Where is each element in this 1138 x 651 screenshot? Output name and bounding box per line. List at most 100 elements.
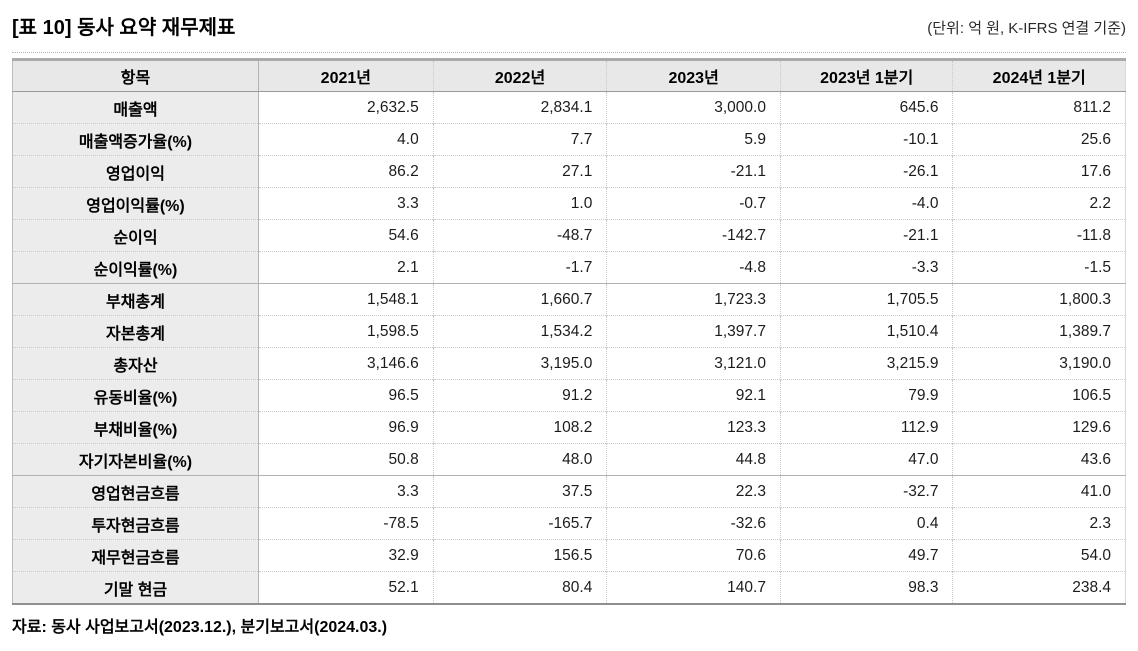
value-cell: -1.7 xyxy=(432,251,607,284)
row-label: 기말 현금 xyxy=(12,571,259,604)
value-cell: -26.1 xyxy=(779,155,953,188)
value-cell: 3.3 xyxy=(257,475,434,508)
column-header-period: 2021년 xyxy=(257,59,434,92)
value-cell: -0.7 xyxy=(606,187,781,220)
value-cell: 54.0 xyxy=(952,539,1126,572)
value-cell: 32.9 xyxy=(257,539,434,572)
table-row: 기말 현금 52.1 80.4 140.7 98.3 238.4 xyxy=(12,571,1126,604)
value-cell: 156.5 xyxy=(432,539,607,572)
row-label: 자기자본비율(%) xyxy=(12,443,259,476)
table-row: 순이익 54.6 -48.7 -142.7 -21.1 -11.8 xyxy=(12,219,1126,252)
row-label: 투자현금흐름 xyxy=(12,507,259,540)
value-cell: 52.1 xyxy=(257,571,434,604)
value-cell: 1,705.5 xyxy=(779,283,953,316)
value-cell: -3.3 xyxy=(779,251,953,284)
table-row: 매출액증가율(%) 4.0 7.7 5.9 -10.1 25.6 xyxy=(12,123,1126,156)
value-cell: 86.2 xyxy=(257,155,434,188)
column-header-period: 2024년 1분기 xyxy=(952,59,1126,92)
financial-summary-table: 항목 2021년 2022년 2023년 2023년 1분기 2024년 1분기 매출액 2… xyxy=(12,58,1126,605)
value-cell: 1,389.7 xyxy=(952,315,1126,348)
value-cell: 112.9 xyxy=(779,411,953,444)
table-row: 재무현금흐름 32.9 156.5 70.6 49.7 54.0 xyxy=(12,539,1126,572)
column-header-period: 2023년 xyxy=(606,59,781,92)
value-cell: 22.3 xyxy=(606,475,781,508)
value-cell: 3,121.0 xyxy=(606,347,781,380)
value-cell: 80.4 xyxy=(432,571,607,604)
row-label: 매출액 xyxy=(12,91,259,124)
value-cell: 3,000.0 xyxy=(606,91,781,124)
value-cell: 49.7 xyxy=(779,539,953,572)
column-header-period: 2023년 1분기 xyxy=(779,59,953,92)
table-row: 부채비율(%) 96.9 108.2 123.3 112.9 129.6 xyxy=(12,411,1126,444)
title-bar: [표 10] 동사 요약 재무제표 (단위: 억 원, K-IFRS 연결 기준… xyxy=(12,8,1126,52)
value-cell: 1,534.2 xyxy=(432,315,607,348)
value-cell: 41.0 xyxy=(952,475,1126,508)
table-row: 부채총계 1,548.1 1,660.7 1,723.3 1,705.5 1,800.3 xyxy=(12,283,1126,316)
value-cell: 2.3 xyxy=(952,507,1126,540)
value-cell: 37.5 xyxy=(432,475,607,508)
value-cell: 238.4 xyxy=(952,571,1126,604)
table-row: 순이익률(%) 2.1 -1.7 -4.8 -3.3 -1.5 xyxy=(12,251,1126,284)
value-cell: 2.1 xyxy=(257,251,434,284)
column-header-period: 2022년 xyxy=(432,59,607,92)
table-title: [표 10] 동사 요약 재무제표 xyxy=(12,17,236,39)
table-row: 투자현금흐름 -78.5 -165.7 -32.6 0.4 2.3 xyxy=(12,507,1126,540)
value-cell: 92.1 xyxy=(606,379,781,412)
value-cell: -10.1 xyxy=(779,123,953,156)
table-body: 매출액 2,632.5 2,834.1 3,000.0 645.6 811.2 매출액증가율… xyxy=(12,91,1126,604)
value-cell: -32.6 xyxy=(606,507,781,540)
row-label: 부채총계 xyxy=(12,283,259,316)
table-row: 영업이익 86.2 27.1 -21.1 -26.1 17.6 xyxy=(12,155,1126,188)
value-cell: 96.9 xyxy=(257,411,434,444)
row-label: 재무현금흐름 xyxy=(12,539,259,572)
value-cell: 44.8 xyxy=(606,443,781,476)
value-cell: 106.5 xyxy=(952,379,1126,412)
value-cell: 1,723.3 xyxy=(606,283,781,316)
row-label: 매출액증가율(%) xyxy=(12,123,259,156)
row-label: 영업현금흐름 xyxy=(12,475,259,508)
value-cell: 1.0 xyxy=(432,187,607,220)
value-cell: -142.7 xyxy=(606,219,781,252)
value-cell: 1,660.7 xyxy=(432,283,607,316)
row-label: 순이익 xyxy=(12,219,259,252)
value-cell: 2.2 xyxy=(952,187,1126,220)
row-label: 총자산 xyxy=(12,347,259,380)
row-label: 영업이익률(%) xyxy=(12,187,259,220)
value-cell: 25.6 xyxy=(952,123,1126,156)
value-cell: 1,548.1 xyxy=(257,283,434,316)
value-cell: 123.3 xyxy=(606,411,781,444)
row-label: 순이익률(%) xyxy=(12,251,259,284)
value-cell: 2,834.1 xyxy=(432,91,607,124)
row-label: 자본총계 xyxy=(12,315,259,348)
value-cell: 50.8 xyxy=(257,443,434,476)
value-cell: -165.7 xyxy=(432,507,607,540)
table-row: 영업현금흐름 3.3 37.5 22.3 -32.7 41.0 xyxy=(12,475,1126,508)
row-label: 유동비율(%) xyxy=(12,379,259,412)
value-cell: 79.9 xyxy=(779,379,953,412)
table-row: 자본총계 1,598.5 1,534.2 1,397.7 1,510.4 1,389.7 xyxy=(12,315,1126,348)
value-cell: 96.5 xyxy=(257,379,434,412)
source-note: 자료: 동사 사업보고서(2023.12.), 분기보고서(2024.03.) xyxy=(12,619,388,636)
value-cell: 43.6 xyxy=(952,443,1126,476)
value-cell: 645.6 xyxy=(779,91,953,124)
value-cell: 1,598.5 xyxy=(257,315,434,348)
value-cell: -32.7 xyxy=(779,475,953,508)
value-cell: 3,215.9 xyxy=(779,347,953,380)
value-cell: 129.6 xyxy=(952,411,1126,444)
value-cell: 48.0 xyxy=(432,443,607,476)
value-cell: 7.7 xyxy=(432,123,607,156)
row-label: 영업이익 xyxy=(12,155,259,188)
table-row: 유동비율(%) 96.5 91.2 92.1 79.9 106.5 xyxy=(12,379,1126,412)
value-cell: -1.5 xyxy=(952,251,1126,284)
header-row: 항목 2021년 2022년 2023년 2023년 1분기 2024년 1분기 xyxy=(12,59,1126,92)
value-cell: -21.1 xyxy=(606,155,781,188)
value-cell: 1,510.4 xyxy=(779,315,953,348)
table-row: 자기자본비율(%) 50.8 48.0 44.8 47.0 43.6 xyxy=(12,443,1126,476)
value-cell: 3,146.6 xyxy=(257,347,434,380)
value-cell: 108.2 xyxy=(432,411,607,444)
unit-note: (단위: 억 원, K-IFRS 연결 기준) xyxy=(927,20,1126,37)
row-label: 부채비율(%) xyxy=(12,411,259,444)
value-cell: 17.6 xyxy=(952,155,1126,188)
value-cell: 70.6 xyxy=(606,539,781,572)
